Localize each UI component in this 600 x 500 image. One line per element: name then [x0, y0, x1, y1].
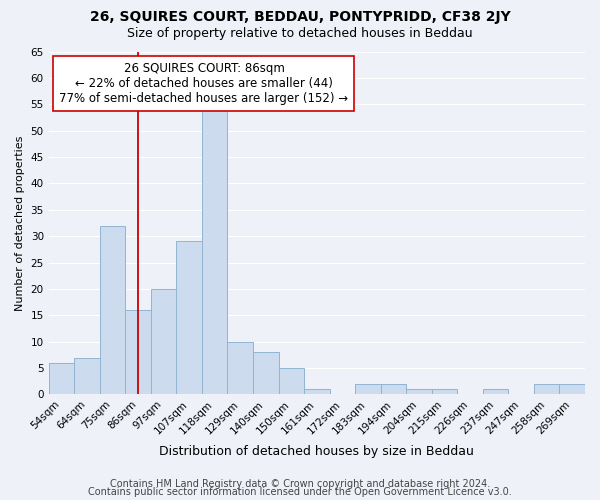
Bar	[176, 242, 202, 394]
Bar	[380, 384, 406, 394]
Text: 26, SQUIRES COURT, BEDDAU, PONTYPRIDD, CF38 2JY: 26, SQUIRES COURT, BEDDAU, PONTYPRIDD, C…	[89, 10, 511, 24]
Bar	[559, 384, 585, 394]
Bar	[278, 368, 304, 394]
Text: Contains public sector information licensed under the Open Government Licence v3: Contains public sector information licen…	[88, 487, 512, 497]
Text: Size of property relative to detached houses in Beddau: Size of property relative to detached ho…	[127, 28, 473, 40]
Text: 26 SQUIRES COURT: 86sqm
← 22% of detached houses are smaller (44)
77% of semi-de: 26 SQUIRES COURT: 86sqm ← 22% of detache…	[59, 62, 349, 105]
Bar	[227, 342, 253, 394]
Bar	[125, 310, 151, 394]
Bar	[202, 110, 227, 395]
Bar	[483, 389, 508, 394]
Bar	[49, 363, 74, 394]
Bar	[406, 389, 432, 394]
Bar	[151, 289, 176, 395]
Bar	[432, 389, 457, 394]
Y-axis label: Number of detached properties: Number of detached properties	[15, 136, 25, 310]
Text: Contains HM Land Registry data © Crown copyright and database right 2024.: Contains HM Land Registry data © Crown c…	[110, 479, 490, 489]
Bar	[253, 352, 278, 395]
Bar	[100, 226, 125, 394]
Bar	[304, 389, 329, 394]
Bar	[534, 384, 559, 394]
Bar	[355, 384, 380, 394]
X-axis label: Distribution of detached houses by size in Beddau: Distribution of detached houses by size …	[160, 444, 474, 458]
Bar	[74, 358, 100, 395]
